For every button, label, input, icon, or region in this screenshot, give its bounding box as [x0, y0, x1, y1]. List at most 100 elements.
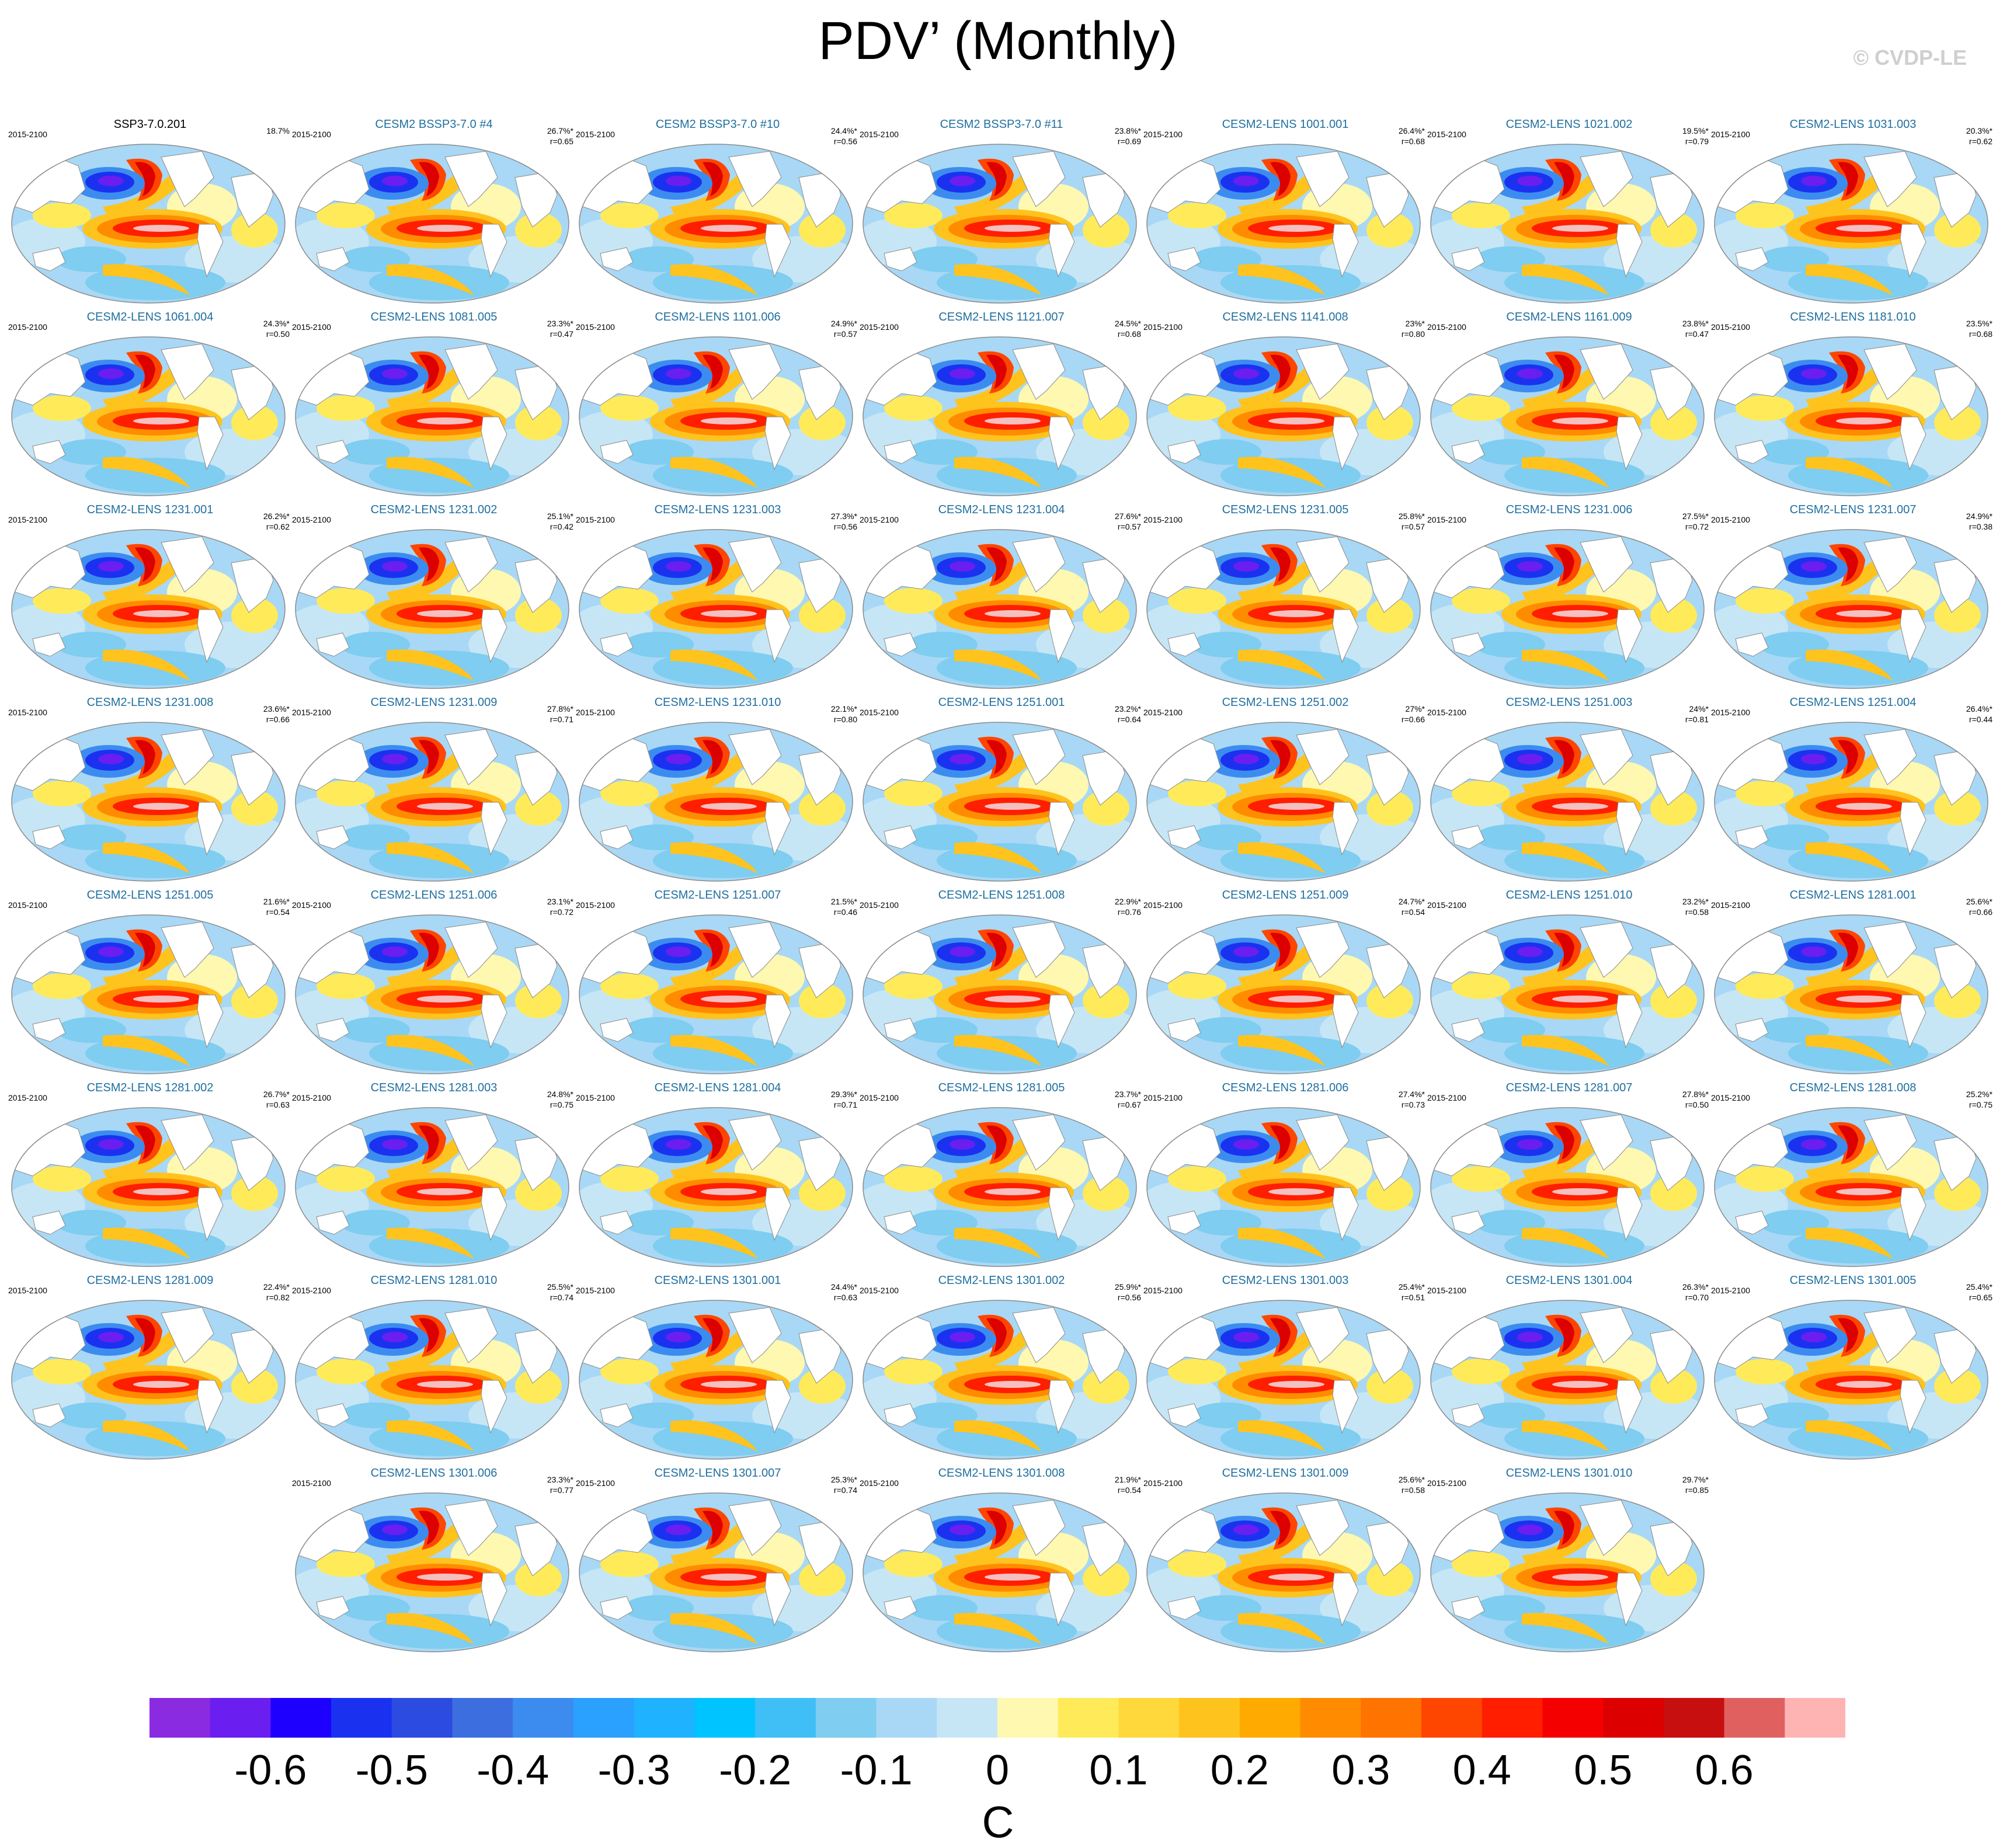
panel-pattern-correlation: r=0.85: [1685, 1485, 1709, 1495]
panel-period: 2015-2100: [1143, 1093, 1183, 1102]
panel-variance-pct: 20.3%*: [1966, 126, 1992, 135]
panel-title: CESM2-LENS 1251.007: [654, 889, 781, 902]
panel-variance-pct: 25.4%*: [1966, 1282, 1992, 1292]
panel-pattern-correlation: r=0.50: [1685, 1100, 1709, 1109]
map-panel: CESM2-LENS 1281.006 2015-2100 27.4%* r=0…: [1143, 1078, 1427, 1271]
world-map: [295, 529, 569, 689]
panel-variance-pct: 23%*: [1405, 319, 1425, 328]
map-panel: CESM2-LENS 1301.004 2015-2100 26.3%* r=0…: [1427, 1271, 1711, 1463]
panel-variance-pct: 25.3%*: [830, 1475, 857, 1484]
map-panel: CESM2-LENS 1061.004 2015-2100 24.3%* r=0…: [8, 307, 292, 500]
map-panel: CESM2-LENS 1301.007 2015-2100 25.3%* r=0…: [576, 1463, 860, 1656]
map-panel: CESM2-LENS 1281.003 2015-2100 24.8%* r=0…: [292, 1078, 576, 1271]
map-panel: CESM2-LENS 1231.009 2015-2100 27.8%* r=0…: [292, 692, 576, 885]
panel-period: 2015-2100: [1711, 900, 1750, 910]
panel-title: CESM2-LENS 1281.007: [1505, 1081, 1633, 1094]
world-map: [579, 144, 853, 304]
panel-variance-pct: 26.4%*: [1966, 704, 1992, 714]
panel-period: 2015-2100: [292, 322, 331, 332]
colorbar-tick-label: -0.4: [477, 1747, 550, 1794]
map-panel: CESM2-LENS 1301.008 2015-2100 21.9%* r=0…: [860, 1463, 1143, 1656]
panel-pattern-correlation: r=0.75: [550, 1100, 573, 1109]
panel-title: CESM2-LENS 1301.001: [654, 1274, 781, 1287]
colorbar: [149, 1698, 1845, 1738]
panel-variance-pct: 24.4%*: [830, 126, 857, 135]
colorbar-tick-label: 0.6: [1695, 1747, 1754, 1794]
world-map: [295, 914, 569, 1074]
panel-variance-pct: 27.5%*: [1682, 511, 1709, 521]
panel-title: CESM2-LENS 1281.009: [86, 1274, 214, 1287]
panel-pattern-correlation: r=0.66: [1401, 715, 1425, 724]
colorbar-swatch: [1118, 1698, 1180, 1738]
world-map: [295, 144, 569, 304]
panel-variance-pct: 19.5%*: [1682, 126, 1709, 135]
world-map: [863, 144, 1137, 304]
map-panel: CESM2-LENS 1301.001 2015-2100 24.4%* r=0…: [576, 1271, 860, 1463]
panel-variance-pct: 26.4%*: [1398, 126, 1425, 135]
colorbar-swatch: [1785, 1698, 1845, 1738]
panel-pattern-correlation: r=0.47: [550, 329, 573, 339]
map-panel: CESM2-LENS 1281.008 2015-2100 25.2%* r=0…: [1711, 1078, 1995, 1271]
panel-period: 2015-2100: [1427, 130, 1466, 139]
colorbar-swatch: [149, 1698, 211, 1738]
panel-pattern-correlation: r=0.66: [1969, 907, 1992, 917]
panel-period: 2015-2100: [1711, 1093, 1750, 1102]
map-panel: CESM2-LENS 1281.007 2015-2100 27.8%* r=0…: [1427, 1078, 1711, 1271]
panel-period: 2015-2100: [1427, 708, 1466, 717]
world-map: [1430, 1107, 1705, 1267]
world-map: [1714, 336, 1988, 496]
world-map: [579, 529, 853, 689]
panel-title: CESM2-LENS 1251.008: [938, 889, 1065, 902]
panel-title: CESM2-LENS 1281.008: [1789, 1081, 1917, 1094]
panel-pattern-correlation: r=0.77: [550, 1485, 573, 1495]
panel-variance-pct: 29.7%*: [1682, 1475, 1709, 1484]
panel-pattern-correlation: r=0.51: [1401, 1293, 1425, 1302]
panel-title: CESM2-LENS 1231.005: [1222, 503, 1349, 516]
colorbar-swatch: [1179, 1698, 1240, 1738]
panel-title: CESM2-LENS 1281.010: [370, 1274, 498, 1287]
panel-period: 2015-2100: [1143, 1286, 1183, 1295]
map-panel: CESM2-LENS 1001.001 2015-2100 26.4%* r=0…: [1143, 114, 1427, 307]
panel-variance-pct: 18.7%: [266, 126, 290, 135]
world-map: [1714, 144, 1988, 304]
panel-title: CESM2-LENS 1101.006: [655, 311, 781, 323]
panel-pattern-correlation: r=0.82: [266, 1293, 290, 1302]
panel-title: CESM2-LENS 1231.001: [86, 503, 214, 516]
panel-pattern-correlation: r=0.68: [1969, 329, 1992, 339]
panel-period: 2015-2100: [860, 1478, 899, 1488]
map-panel: CESM2-LENS 1251.008 2015-2100 22.9%* r=0…: [860, 885, 1143, 1078]
panel-period: 2015-2100: [1143, 708, 1183, 717]
colorbar-swatch: [573, 1698, 635, 1738]
panel-title: CESM2-LENS 1231.009: [370, 696, 498, 709]
panel-variance-pct: 23.8%*: [1114, 126, 1141, 135]
map-panel: CESM2-LENS 1141.008 2015-2100 23%* r=0.8…: [1143, 307, 1427, 500]
panel-variance-pct: 23.2%*: [1114, 704, 1141, 714]
colorbar-tick-label: 0.5: [1574, 1747, 1633, 1794]
world-map: [863, 722, 1137, 882]
panel-pattern-correlation: r=0.65: [1969, 1293, 1992, 1302]
map-panel: CESM2-LENS 1231.008 2015-2100 23.6%* r=0…: [8, 692, 292, 885]
colorbar-swatch: [270, 1698, 332, 1738]
world-map: [579, 914, 853, 1074]
colorbar-swatch: [1421, 1698, 1483, 1738]
colorbar-swatch: [1058, 1698, 1119, 1738]
panel-pattern-correlation: r=0.68: [1401, 137, 1425, 146]
panel-pattern-correlation: r=0.54: [1117, 1485, 1141, 1495]
map-panel: CESM2-LENS 1281.004 2015-2100 29.3%* r=0…: [576, 1078, 860, 1271]
colorbar-swatch: [1361, 1698, 1422, 1738]
panel-pattern-correlation: r=0.71: [550, 715, 573, 724]
panel-title: CESM2-LENS 1251.004: [1789, 696, 1917, 709]
panel-variance-pct: 24.4%*: [830, 1282, 857, 1292]
world-map: [1714, 722, 1988, 882]
map-panel: CESM2-LENS 1251.002 2015-2100 27%* r=0.6…: [1143, 692, 1427, 885]
panel-variance-pct: 27.3%*: [830, 511, 857, 521]
panel-period: 2015-2100: [8, 1093, 47, 1102]
panel-pattern-correlation: r=0.57: [1401, 522, 1425, 531]
map-panel: CESM2-LENS 1251.004 2015-2100 26.4%* r=0…: [1711, 692, 1995, 885]
map-panel: CESM2 BSSP3-7.0 #10 2015-2100 24.4%* r=0…: [576, 114, 860, 307]
colorbar-tick-label: 0.3: [1331, 1747, 1390, 1794]
panel-period: 2015-2100: [1711, 708, 1750, 717]
panel-variance-pct: 26.7%*: [547, 126, 573, 135]
panel-variance-pct: 22.9%*: [1114, 897, 1141, 906]
colorbar-swatch: [391, 1698, 453, 1738]
